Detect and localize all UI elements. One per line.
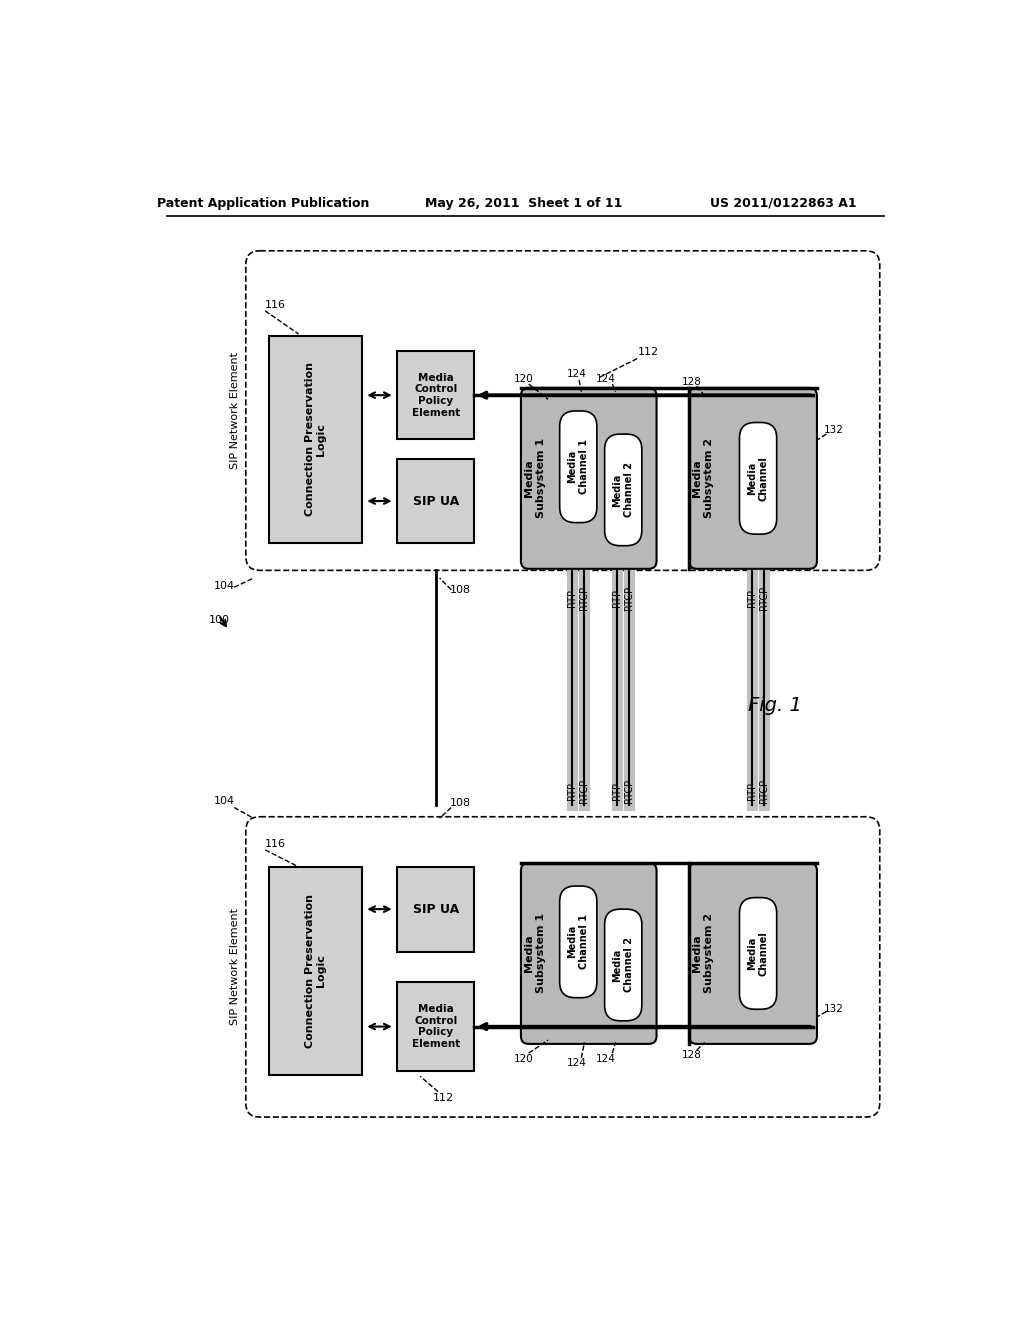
Text: Media
Subsystem 2: Media Subsystem 2 bbox=[692, 438, 714, 519]
FancyBboxPatch shape bbox=[521, 388, 656, 569]
Text: US 2011/0122863 A1: US 2011/0122863 A1 bbox=[710, 197, 856, 210]
Text: RTP: RTP bbox=[746, 783, 757, 800]
Text: RTCP: RTCP bbox=[580, 586, 590, 610]
Text: Connection Preservation
Logic: Connection Preservation Logic bbox=[305, 894, 327, 1048]
Text: RTCP: RTCP bbox=[625, 586, 635, 610]
Text: 124: 124 bbox=[596, 374, 616, 384]
Text: RTCP: RTCP bbox=[580, 779, 590, 804]
Text: 124: 124 bbox=[567, 370, 587, 379]
Text: RTCP: RTCP bbox=[759, 586, 769, 610]
Text: May 26, 2011  Sheet 1 of 11: May 26, 2011 Sheet 1 of 11 bbox=[425, 197, 622, 210]
Text: 124: 124 bbox=[567, 1059, 587, 1068]
Text: Media
Channel 2: Media Channel 2 bbox=[612, 937, 634, 993]
Text: Media
Channel 2: Media Channel 2 bbox=[612, 462, 634, 517]
FancyBboxPatch shape bbox=[689, 388, 817, 569]
FancyBboxPatch shape bbox=[521, 863, 656, 1044]
FancyBboxPatch shape bbox=[397, 351, 474, 440]
Text: Media
Channel 1: Media Channel 1 bbox=[567, 440, 589, 494]
FancyBboxPatch shape bbox=[604, 434, 642, 545]
FancyBboxPatch shape bbox=[269, 867, 362, 1074]
Text: SIP Network Element: SIP Network Element bbox=[230, 352, 240, 469]
Text: Media
Channel 1: Media Channel 1 bbox=[567, 915, 589, 969]
FancyBboxPatch shape bbox=[739, 898, 776, 1010]
Text: 108: 108 bbox=[450, 585, 471, 594]
Text: RTCP: RTCP bbox=[625, 779, 635, 804]
Text: Patent Application Publication: Patent Application Publication bbox=[158, 197, 370, 210]
Text: Fig. 1: Fig. 1 bbox=[749, 696, 802, 714]
Text: RTP: RTP bbox=[746, 589, 757, 607]
FancyBboxPatch shape bbox=[246, 817, 880, 1117]
Text: 116: 116 bbox=[265, 300, 286, 310]
Text: Media
Channel: Media Channel bbox=[748, 931, 769, 975]
Text: RTP: RTP bbox=[612, 589, 622, 607]
FancyBboxPatch shape bbox=[397, 459, 474, 544]
Text: 108: 108 bbox=[450, 797, 471, 808]
Text: SIP UA: SIP UA bbox=[413, 903, 459, 916]
FancyBboxPatch shape bbox=[397, 867, 474, 952]
Text: 116: 116 bbox=[265, 838, 286, 849]
Text: Media
Channel: Media Channel bbox=[748, 455, 769, 500]
Text: RTCP: RTCP bbox=[759, 779, 769, 804]
Text: RTP: RTP bbox=[567, 589, 578, 607]
Text: Media
Subsystem 2: Media Subsystem 2 bbox=[692, 913, 714, 994]
FancyBboxPatch shape bbox=[739, 422, 776, 535]
Text: 100: 100 bbox=[209, 615, 229, 626]
Text: SIP UA: SIP UA bbox=[413, 495, 459, 508]
FancyBboxPatch shape bbox=[560, 886, 597, 998]
Text: Media
Subsystem 1: Media Subsystem 1 bbox=[524, 913, 546, 994]
Text: 104: 104 bbox=[214, 581, 234, 591]
Text: RTP: RTP bbox=[612, 783, 622, 800]
FancyBboxPatch shape bbox=[560, 411, 597, 523]
FancyBboxPatch shape bbox=[397, 982, 474, 1071]
Text: RTP: RTP bbox=[567, 783, 578, 800]
Text: Media
Subsystem 1: Media Subsystem 1 bbox=[524, 438, 546, 519]
FancyBboxPatch shape bbox=[269, 335, 362, 544]
Text: 112: 112 bbox=[433, 1093, 454, 1102]
FancyBboxPatch shape bbox=[604, 909, 642, 1020]
Text: Connection Preservation
Logic: Connection Preservation Logic bbox=[305, 363, 327, 516]
Text: 112: 112 bbox=[638, 347, 659, 358]
Text: 124: 124 bbox=[596, 1055, 616, 1064]
FancyBboxPatch shape bbox=[689, 863, 817, 1044]
Text: 132: 132 bbox=[824, 425, 844, 436]
Text: 128: 128 bbox=[682, 1051, 701, 1060]
Text: Media
Control
Policy
Element: Media Control Policy Element bbox=[412, 1005, 460, 1049]
Text: 128: 128 bbox=[682, 376, 701, 387]
FancyBboxPatch shape bbox=[246, 251, 880, 570]
Text: SIP Network Element: SIP Network Element bbox=[230, 908, 240, 1026]
Text: 104: 104 bbox=[214, 796, 234, 807]
Text: Media
Control
Policy
Element: Media Control Policy Element bbox=[412, 372, 460, 417]
Text: 132: 132 bbox=[824, 1005, 844, 1014]
Text: 120: 120 bbox=[513, 1055, 534, 1064]
Text: 120: 120 bbox=[513, 374, 534, 384]
